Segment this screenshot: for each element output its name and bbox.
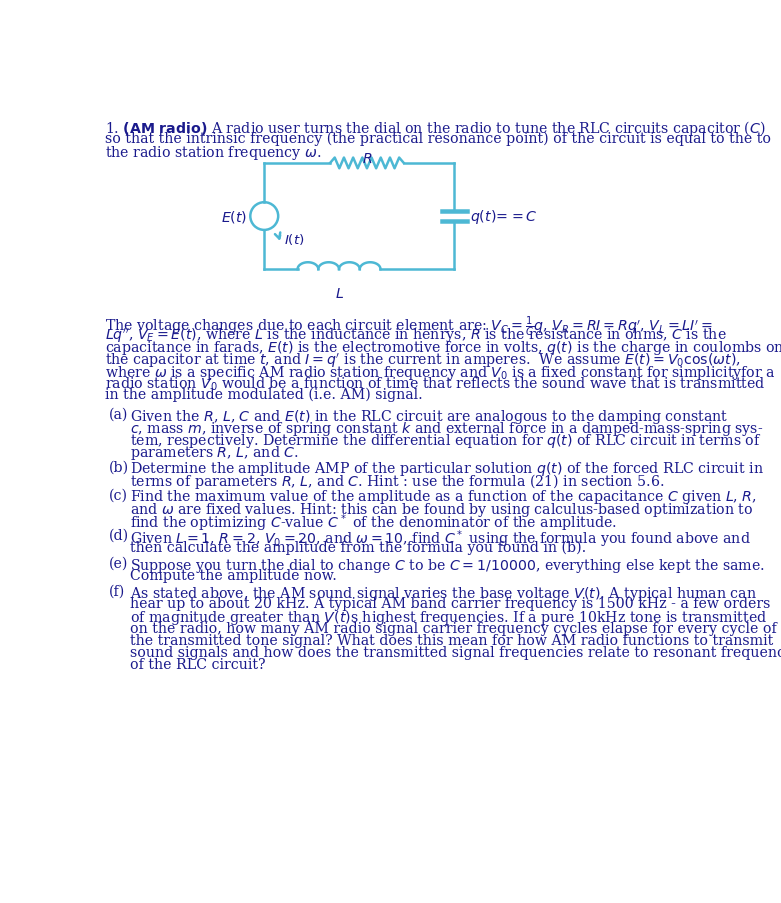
- Text: Determine the amplitude AMP of the particular solution $q(t)$ of the forced RLC : Determine the amplitude AMP of the parti…: [130, 460, 764, 478]
- Text: parameters $R$, $L$, and $C$.: parameters $R$, $L$, and $C$.: [130, 443, 299, 461]
- Text: terms of parameters $R$, $L$, and $C$. Hint : use the formula (21) in section 5.: terms of parameters $R$, $L$, and $C$. H…: [130, 472, 665, 491]
- Text: radio station $V_0$ would be a function of time that reflects the sound wave tha: radio station $V_0$ would be a function …: [105, 376, 766, 393]
- Text: $Lq''$, $V_E = E(t)$, where $L$ is the inductance in henrys, $R$ is the resistan: $Lq''$, $V_E = E(t)$, where $L$ is the i…: [105, 327, 727, 345]
- Text: and $\omega$ are fixed values. Hint: this can be found by using calculus-based o: and $\omega$ are fixed values. Hint: thi…: [130, 500, 754, 518]
- Text: capacitance in farads, $E(t)$ is the electromotive force in volts, $q(t)$ is the: capacitance in farads, $E(t)$ is the ele…: [105, 339, 781, 357]
- Text: (f): (f): [109, 584, 126, 599]
- Text: find the optimizing $C$-value $C^*$ of the denominator of the amplitude.: find the optimizing $C$-value $C^*$ of t…: [130, 512, 617, 534]
- Text: hear up to about 20 kHz. A typical AM band carrier frequency is 1500 kHz - a few: hear up to about 20 kHz. A typical AM ba…: [130, 597, 771, 610]
- Text: 1. $\mathbf{(AM\ radio)}$ A radio user turns the dial on the radio to tune the R: 1. $\mathbf{(AM\ radio)}$ A radio user t…: [105, 119, 766, 138]
- Text: the capacitor at time $t$, and $I = q'$ is the current in amperes.  We assume $E: the capacitor at time $t$, and $I = q'$ …: [105, 351, 741, 369]
- Text: Suppose you turn the dial to change $C$ to be $C = 1/10000$, everything else kep: Suppose you turn the dial to change $C$ …: [130, 556, 765, 574]
- Text: Compute the amplitude now.: Compute the amplitude now.: [130, 569, 337, 582]
- Text: (d): (d): [109, 528, 130, 542]
- Text: (b): (b): [109, 460, 130, 474]
- Text: $I(t)$: $I(t)$: [284, 232, 305, 247]
- Text: on the radio, how many AM radio signal carrier frequency cycles elapse for every: on the radio, how many AM radio signal c…: [130, 621, 777, 635]
- Text: the transmitted tone signal? What does this mean for how AM radio functions to t: the transmitted tone signal? What does t…: [130, 633, 773, 647]
- Text: tem, respectively. Determine the differential equation for $q(t)$ of RLC circuit: tem, respectively. Determine the differe…: [130, 432, 761, 450]
- Text: As stated above, the AM sound signal varies the base voltage $V(t)$. A typical h: As stated above, the AM sound signal var…: [130, 584, 757, 602]
- Text: sound signals and how does the transmitted signal frequencies relate to resonant: sound signals and how does the transmitt…: [130, 646, 781, 659]
- Text: Given $L = 1$, $R = 2$, $V_0 = 20$, and $\omega = 10$, find $C^*$ using the form: Given $L = 1$, $R = 2$, $V_0 = 20$, and …: [130, 528, 751, 550]
- Text: the radio station frequency $\omega$.: the radio station frequency $\omega$.: [105, 144, 322, 162]
- Text: of magnitude greater than $V(t)$s highest frequencies. If a pure 10kHz tone is t: of magnitude greater than $V(t)$s highes…: [130, 609, 767, 627]
- Text: $c$, mass $m$, inverse of spring constant $k$ and external force in a damped-mas: $c$, mass $m$, inverse of spring constan…: [130, 419, 763, 437]
- Text: (e): (e): [109, 556, 129, 571]
- Text: in the amplitude modulated (i.e. AM) signal.: in the amplitude modulated (i.e. AM) sig…: [105, 387, 423, 402]
- Text: $E(t)$: $E(t)$: [221, 209, 248, 225]
- Text: $q(t)\!=\!=C$: $q(t)\!=\!=C$: [470, 208, 538, 226]
- Text: so that the intrinsic frequency (the practical resonance point) of the circuit i: so that the intrinsic frequency (the pra…: [105, 132, 772, 145]
- Text: (c): (c): [109, 488, 128, 502]
- Text: $L$: $L$: [334, 287, 344, 301]
- Text: of the RLC circuit?: of the RLC circuit?: [130, 657, 266, 671]
- Text: The voltage changes due to each circuit element are: $V_C = \frac{1}{C}q$, $V_R : The voltage changes due to each circuit …: [105, 314, 713, 339]
- Text: Find the maximum value of the amplitude as a function of the capacitance $C$ giv: Find the maximum value of the amplitude …: [130, 488, 757, 506]
- Text: $R$: $R$: [362, 152, 373, 165]
- Text: (a): (a): [109, 407, 129, 421]
- Text: Given the $R$, $L$, $C$ and $E(t)$ in the RLC circuit are analogous to the dampi: Given the $R$, $L$, $C$ and $E(t)$ in th…: [130, 407, 729, 425]
- Text: where $\omega$ is a specific AM radio station frequency and $V_0$ is a fixed con: where $\omega$ is a specific AM radio st…: [105, 363, 776, 381]
- Text: then calculate the amplitude from the formula you found in (b).: then calculate the amplitude from the fo…: [130, 540, 587, 554]
